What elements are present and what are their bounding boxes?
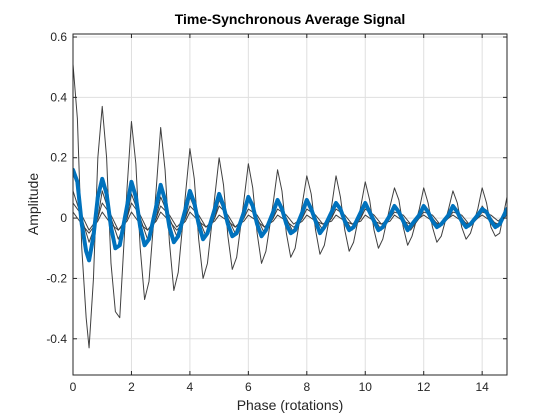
x-tick-label: 4 — [187, 380, 194, 394]
x-tick-label: 6 — [245, 380, 252, 394]
signal-line-1 — [73, 63, 507, 349]
chart-title: Time-Synchronous Average Signal — [175, 11, 406, 27]
y-tick-label: -0.2 — [46, 271, 67, 285]
x-tick-label: 12 — [417, 380, 431, 394]
plot-frame — [72, 33, 508, 376]
ticks — [72, 34, 507, 375]
grid — [73, 34, 507, 375]
tick-labels: 0 2 4 6 8 10 12 14 -0.4 -0.2 0 0.2 0.4 0.6 — [46, 30, 489, 394]
y-tick-label: 0.2 — [50, 151, 67, 165]
y-tick-label: 0.6 — [50, 30, 67, 44]
x-tick-label: 0 — [70, 380, 77, 394]
signal-line-3 — [73, 202, 507, 231]
y-tick-label: 0.4 — [50, 90, 67, 104]
y-tick-label: -0.4 — [46, 332, 67, 346]
tsa-average-line — [73, 167, 507, 263]
x-tick-label: 10 — [359, 380, 373, 394]
series-group — [73, 63, 507, 349]
x-tick-label: 2 — [128, 380, 135, 394]
plot-area — [73, 34, 507, 375]
x-tick-label: 14 — [475, 380, 489, 394]
y-tick-label: 0 — [60, 211, 67, 225]
y-axis-label: Amplitude — [25, 173, 41, 235]
x-tick-label: 8 — [303, 380, 310, 394]
x-axis-label: Phase (rotations) — [237, 397, 344, 413]
